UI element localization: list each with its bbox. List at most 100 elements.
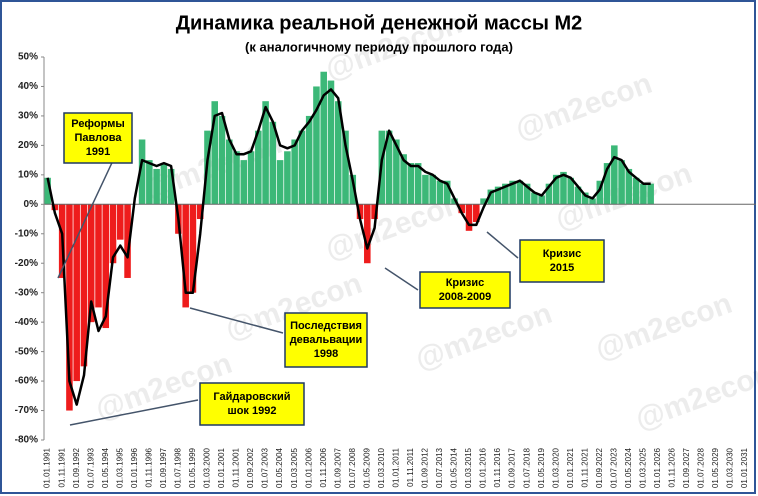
bar: [574, 186, 582, 205]
callout-box: [519, 239, 605, 283]
bar: [138, 139, 146, 205]
x-tick-label: 01.11.2026: [668, 447, 677, 487]
x-tick-label: 01.05.2009: [362, 447, 371, 488]
x-tick-label: 01.09.1997: [159, 447, 168, 488]
bar: [153, 168, 160, 205]
bar: [73, 204, 80, 382]
x-tick-label: 01.01.2011: [391, 447, 400, 487]
x-tick-label: 01.09.2027: [682, 447, 691, 488]
bar: [124, 204, 131, 278]
bar: [647, 183, 654, 205]
bar: [327, 80, 335, 205]
bar: [269, 121, 277, 205]
bar: [480, 198, 487, 205]
y-tick-label: -10%: [15, 228, 38, 239]
x-tick-label: 01.11.2011: [406, 447, 415, 486]
bar: [44, 177, 51, 205]
callout-text: Кризис: [446, 277, 485, 289]
y-tick-label: -70%: [15, 405, 38, 416]
x-tick-label: 01.05.2014: [450, 447, 459, 488]
x-tick-label: 01.03.2025: [638, 447, 647, 488]
bar: [429, 174, 436, 205]
bar: [385, 130, 393, 205]
bar: [364, 204, 371, 264]
callout-text: девальвации: [290, 334, 363, 346]
y-tick-label: 0%: [24, 199, 39, 210]
y-tick-label: 10%: [18, 169, 38, 180]
bar: [596, 180, 604, 205]
x-tick-label: 01.11.1991: [57, 447, 66, 487]
bar: [320, 71, 327, 205]
x-tick-label: 01.03.2030: [726, 447, 735, 488]
bar: [611, 145, 618, 205]
bar: [531, 192, 538, 205]
x-tick-label: 01.01.2021: [566, 447, 575, 488]
bar: [95, 204, 102, 308]
x-tick-label: 01.01.2031: [740, 447, 749, 488]
bar: [87, 204, 95, 323]
x-tick-label: 01.03.2005: [290, 447, 299, 488]
bar: [233, 151, 240, 205]
callout-line: [189, 307, 284, 334]
bar: [356, 204, 364, 220]
bar: [66, 204, 73, 411]
x-tick-label: 01.03.2000: [203, 447, 212, 488]
bar: [247, 151, 255, 205]
bar: [560, 171, 567, 205]
x-tick-label: 01.05.2019: [537, 447, 546, 488]
callout-box: [284, 312, 368, 368]
x-tick-label: 01.01.1996: [130, 447, 139, 488]
x-tick-label: 01.09.2022: [595, 447, 604, 488]
x-tick-label: 01.11.2006: [319, 447, 328, 487]
y-tick-label: 30%: [18, 111, 38, 122]
callout-text: Реформы: [71, 118, 125, 130]
bar: [189, 204, 197, 293]
bar: [218, 115, 226, 205]
y-tick-label: 40%: [18, 81, 38, 92]
bar: [523, 183, 531, 205]
x-tick-label: 01.03.1995: [115, 447, 124, 488]
y-tick-label: 50%: [18, 52, 38, 63]
bar: [581, 192, 589, 205]
bar: [473, 204, 480, 222]
bar: [502, 183, 509, 205]
x-tick-label: 01.07.1993: [86, 447, 95, 488]
bar: [80, 204, 88, 367]
bar: [509, 180, 516, 205]
bar: [225, 139, 233, 205]
y-tick-label: -20%: [15, 258, 38, 269]
bar: [167, 168, 175, 205]
bar: [342, 130, 349, 205]
callout-text: Гайдаровский: [213, 391, 290, 403]
bar: [516, 180, 524, 205]
x-tick-label: 01.03.2015: [464, 447, 473, 488]
chart-subtitle: (к аналогичному периоду прошлого года): [245, 39, 513, 54]
callout-text: шок 1992: [228, 405, 277, 417]
x-tick-label: 01.05.1994: [101, 447, 110, 488]
bar: [465, 204, 473, 231]
bar: [640, 183, 647, 205]
x-tick-label: 01.01.1991: [43, 447, 52, 488]
bar: [196, 204, 204, 220]
y-tick-label: -30%: [15, 287, 38, 298]
bar: [603, 163, 611, 205]
bar: [458, 204, 466, 214]
bar: [538, 195, 545, 205]
bar: [625, 168, 633, 205]
bar: [436, 180, 444, 205]
bar: [589, 198, 596, 205]
y-tick-label: -60%: [15, 376, 38, 387]
bar: [632, 177, 640, 205]
bar: [146, 160, 153, 205]
bar: [545, 183, 553, 205]
callout-box: [419, 271, 511, 309]
callout-line: [486, 231, 519, 259]
callout-box: [199, 382, 305, 426]
x-tick-label: 01.05.2004: [275, 447, 284, 488]
x-tick-label: 01.07.2018: [522, 447, 531, 488]
x-tick-label: 01.07.2003: [261, 447, 270, 488]
x-tick-label: 01.09.1992: [72, 447, 81, 488]
bar: [407, 163, 415, 205]
bar: [443, 180, 451, 205]
x-tick-label: 01.01.2026: [653, 447, 662, 488]
